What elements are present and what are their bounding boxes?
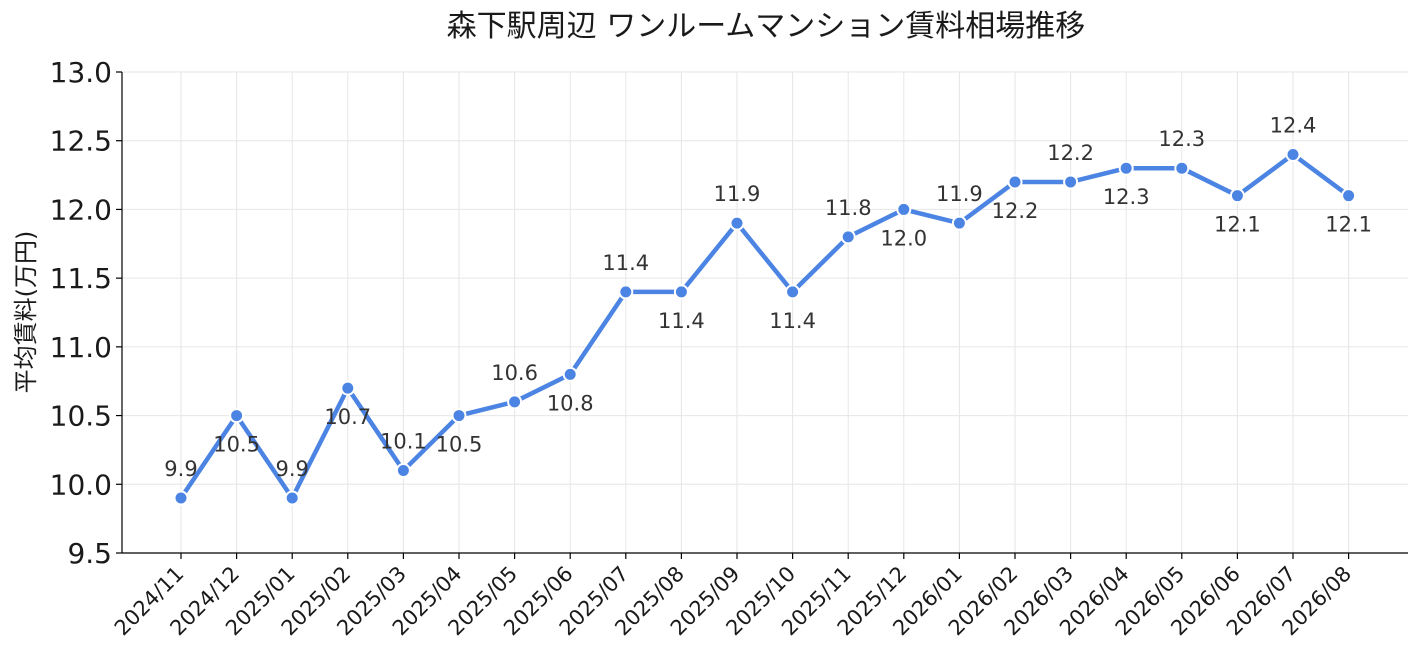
data-label: 11.4 [602, 251, 649, 275]
y-tick-label: 12.5 [50, 125, 112, 158]
data-label: 11.4 [769, 309, 816, 333]
data-label: 12.3 [1103, 185, 1150, 209]
data-label: 9.9 [275, 457, 308, 481]
series-line [178, 152, 1351, 501]
data-label: 10.8 [547, 391, 594, 415]
data-point [173, 490, 189, 506]
data-point [451, 408, 467, 424]
data-label: 10.1 [380, 430, 427, 454]
y-tick-labels: 9.5 10.0 10.5 11.0 11.5 12.0 12.5 13.0 [50, 56, 112, 570]
data-point [1174, 160, 1190, 176]
data-point [562, 366, 578, 382]
series-line-path [178, 152, 1351, 501]
data-point [896, 201, 912, 217]
data-markers [173, 146, 1357, 506]
data-point [951, 215, 967, 231]
data-label: 12.2 [992, 199, 1039, 223]
y-tick-label: 11.5 [50, 262, 112, 295]
data-label: 11.9 [936, 182, 983, 206]
data-point [1007, 174, 1023, 190]
data-label: 10.5 [213, 433, 260, 457]
data-point [840, 229, 856, 245]
data-label: 10.5 [436, 433, 483, 457]
y-tick-label: 10.0 [50, 468, 112, 501]
data-point [1341, 188, 1357, 204]
data-label: 9.9 [164, 457, 197, 481]
data-point [1229, 188, 1245, 204]
data-point [340, 380, 356, 396]
data-label: 11.4 [658, 309, 705, 333]
data-point [229, 408, 245, 424]
data-point [673, 284, 689, 300]
data-point [395, 463, 411, 479]
y-axis-label: 平均賃料(万円) [12, 231, 40, 394]
data-label: 11.8 [825, 196, 872, 220]
data-label: 10.6 [491, 361, 538, 385]
data-point [284, 490, 300, 506]
data-point [729, 215, 745, 231]
grid-lines [122, 71, 1408, 554]
y-tick-label: 13.0 [50, 56, 112, 89]
data-labels: 9.9 10.5 9.9 10.7 10.1 10.5 10.6 10.8 11.4 11.4 11… [164, 113, 1372, 481]
data-point [618, 284, 634, 300]
data-point [785, 284, 801, 300]
y-tick-label: 10.5 [50, 400, 112, 433]
data-point [1063, 174, 1079, 190]
data-label: 10.7 [324, 405, 371, 429]
y-tick-label: 11.0 [50, 331, 112, 364]
data-point [507, 394, 523, 410]
chart-title: 森下駅周辺 ワンルームマンション賃料相場推移 [447, 9, 1086, 44]
data-label: 12.0 [880, 226, 927, 250]
y-tick-label: 9.5 [67, 537, 112, 570]
data-label: 12.1 [1214, 213, 1261, 237]
data-point [1285, 146, 1301, 162]
y-tick-label: 12.0 [50, 193, 112, 226]
data-label: 11.9 [714, 182, 761, 206]
data-label: 12.2 [1047, 141, 1094, 165]
data-label: 12.4 [1270, 113, 1317, 137]
data-label: 12.1 [1325, 213, 1372, 237]
x-tick-labels: 2024/112024/122025/012025/022025/032025/… [110, 562, 1356, 641]
data-point [1118, 160, 1134, 176]
data-label: 12.3 [1158, 127, 1205, 151]
axes [116, 71, 1408, 559]
